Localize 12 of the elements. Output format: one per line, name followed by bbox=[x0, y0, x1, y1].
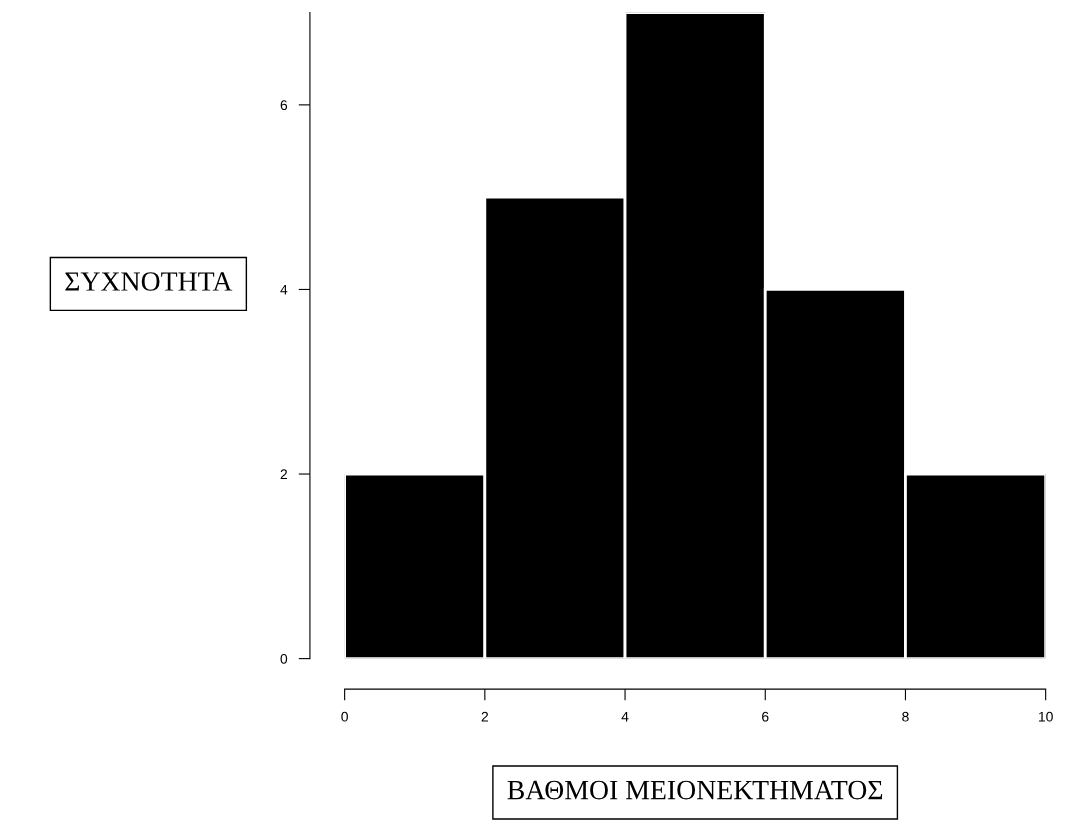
x-tick-label: 6 bbox=[762, 711, 769, 722]
y-tick-label: 4 bbox=[280, 284, 288, 295]
x-axis-title: ΒΑΘΜΟΙ ΜΕΙΟΝΕΚΤΗΜΑΤΟΣ bbox=[507, 780, 883, 800]
y-tick-label: 6 bbox=[280, 100, 288, 111]
x-tick-label: 2 bbox=[481, 711, 489, 722]
x-tick-label: 0 bbox=[341, 711, 348, 722]
x-tick-label: 4 bbox=[621, 711, 629, 722]
y-tick-label: 0 bbox=[280, 653, 288, 664]
y-tick-label: 2 bbox=[280, 469, 287, 480]
x-tick-label: 8 bbox=[902, 711, 909, 722]
y-axis-title: ΣΥΧΝΟΤΗΤΑ bbox=[65, 272, 233, 291]
x-tick-label: 10 bbox=[1039, 711, 1053, 722]
